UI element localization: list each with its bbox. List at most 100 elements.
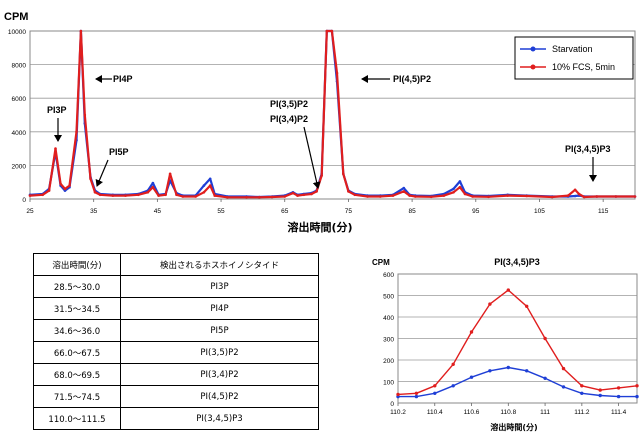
- data-point-fcs: [194, 195, 197, 198]
- data-point-fcs: [146, 191, 150, 194]
- data-point-fcs: [452, 191, 455, 194]
- data-point-fcs: [63, 187, 67, 191]
- data-point-fcs: [487, 195, 490, 199]
- data-point-fcs: [458, 185, 462, 189]
- data-point-fcs: [47, 189, 51, 192]
- data-point-fcs: [342, 172, 345, 176]
- data-point-starvation: [452, 187, 455, 191]
- data-point-fcs: [157, 194, 160, 197]
- table-row: 71.5〜74.5 PI(4,5)P2: [33, 385, 319, 408]
- table-cell-time: 71.5〜74.5: [33, 385, 121, 408]
- data-point-fcs: [573, 188, 577, 192]
- data-point-fcs: [391, 194, 395, 197]
- x-tick-label: 110.2: [390, 409, 406, 416]
- y-tick-label: 500: [383, 294, 394, 301]
- data-point-starvation: [635, 394, 639, 399]
- data-point-fcs: [414, 195, 417, 198]
- data-point-fcs: [164, 193, 167, 197]
- data-point-fcs: [291, 191, 295, 195]
- data-point-fcs: [59, 182, 62, 186]
- data-point-fcs: [270, 195, 274, 199]
- data-point-fcs: [414, 391, 419, 395]
- table-cell-pip: PI4P: [120, 297, 319, 320]
- y-tick-label: 10000: [8, 29, 26, 36]
- series-line-starvation: [398, 366, 637, 398]
- data-point-fcs: [93, 191, 97, 194]
- x-tick-label: 35: [90, 208, 98, 215]
- data-point-fcs: [550, 195, 554, 199]
- annotation-pi345p3: PI(3,4,5)P3: [565, 144, 611, 154]
- data-point-fcs: [347, 190, 350, 193]
- table-row: 31.5〜34.5 PI4P: [33, 297, 319, 320]
- data-point-fcs: [471, 195, 474, 198]
- data-point-fcs: [506, 288, 510, 292]
- data-point-fcs: [258, 196, 261, 199]
- legend-marker-starvation: [530, 46, 536, 52]
- data-point-fcs: [408, 194, 411, 197]
- data-point-fcs: [543, 336, 547, 341]
- table-row: 68.0〜69.5 PI(3,4)P2: [33, 363, 319, 386]
- data-point-fcs: [28, 194, 32, 197]
- data-point-fcs: [226, 196, 229, 199]
- table-row: 110.0〜111.5 PI(3,4,5)P3: [33, 407, 319, 430]
- data-point-fcs: [68, 184, 71, 187]
- data-point-starvation: [414, 394, 419, 399]
- x-tick-label: 111: [540, 409, 550, 416]
- data-point-fcs: [213, 194, 216, 197]
- data-point-fcs: [111, 194, 115, 197]
- data-point-fcs: [366, 195, 369, 198]
- x-tick-label: 110.4: [427, 409, 443, 416]
- x-tick-label: 55: [217, 208, 225, 215]
- data-point-fcs: [320, 174, 324, 177]
- annotation-pi45p2: PI(4,5)P2: [393, 74, 431, 84]
- legend-box: [514, 36, 634, 80]
- data-point-starvation: [451, 384, 455, 388]
- main-y-axis-label: CPM: [4, 11, 28, 23]
- table-row: 28.5〜30.0 PI3P: [33, 275, 319, 298]
- data-point-fcs: [379, 195, 382, 198]
- x-tick-label: 111.4: [611, 409, 627, 416]
- table-cell-pip: PI(3,4)P2: [120, 363, 319, 386]
- data-point-fcs: [396, 392, 400, 397]
- legend-label-fcs: 10% FCS, 5min: [552, 62, 615, 72]
- data-point-fcs: [296, 194, 299, 197]
- data-point-starvation: [202, 184, 206, 187]
- x-tick-label: 25: [26, 208, 34, 215]
- data-point-fcs: [561, 366, 566, 371]
- data-point-fcs: [89, 177, 92, 181]
- data-point-fcs: [335, 71, 339, 75]
- data-point-starvation: [469, 375, 474, 379]
- inset-x-axis-label: 溶出時間(分): [490, 422, 537, 432]
- data-point-fcs: [595, 195, 599, 198]
- table-cell-time: 68.0〜69.5: [33, 363, 121, 386]
- annotation-pi35p2: PI(3,5)P2: [270, 99, 308, 109]
- phosphoinositide-table: 溶出時間(分) 検出されるホスホイノシタイド 28.5〜30.0 PI3P 31.…: [33, 253, 319, 430]
- y-tick-label: 200: [383, 358, 394, 365]
- x-tick-label: 115: [598, 208, 609, 215]
- data-point-starvation: [598, 393, 602, 398]
- data-point-fcs: [577, 192, 581, 196]
- x-tick-label: 105: [534, 208, 545, 215]
- y-tick-label: 0: [390, 401, 394, 408]
- inset-chart: CPM PI(3,4,5)P3 0 100 200 300 400 500 600 110.…: [372, 257, 639, 432]
- x-tick-label: 45: [154, 208, 162, 215]
- data-point-fcs: [310, 192, 313, 196]
- data-point-fcs: [402, 190, 406, 193]
- y-tick-label: 400: [383, 315, 394, 322]
- table-cell-time: 28.5〜30.0: [33, 275, 121, 298]
- legend-label-starvation: Starvation: [552, 44, 593, 54]
- data-point-fcs: [151, 185, 155, 189]
- legend-marker-fcs: [530, 64, 536, 70]
- data-point-fcs: [633, 195, 637, 198]
- data-point-fcs: [429, 195, 433, 199]
- x-tick-label: 85: [408, 208, 416, 215]
- data-point-fcs: [75, 130, 78, 134]
- data-point-fcs: [330, 29, 334, 33]
- data-point-fcs: [41, 193, 44, 197]
- table-header-pip: 検出されるホスホイノシタイド: [120, 253, 319, 276]
- data-point-fcs: [616, 386, 621, 390]
- data-point-starvation: [525, 369, 529, 373]
- x-tick-label: 111.2: [574, 409, 590, 416]
- data-point-fcs: [283, 195, 287, 198]
- y-tick-label: 8000: [12, 63, 27, 70]
